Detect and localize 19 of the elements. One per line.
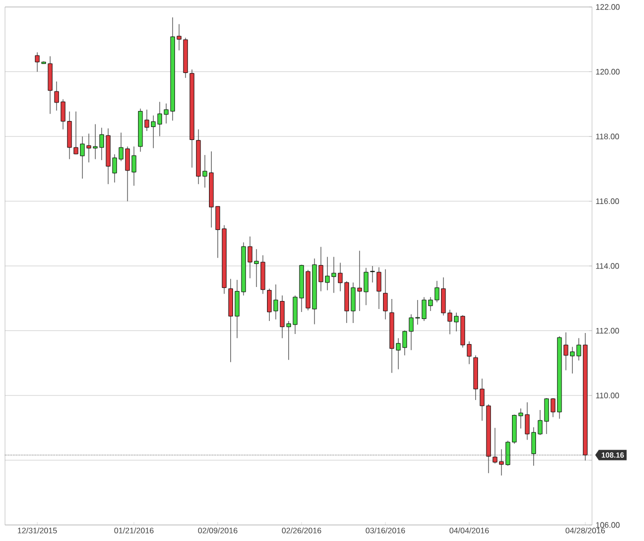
candlestick [338, 262, 343, 292]
candlestick [576, 338, 582, 361]
candlestick [215, 206, 220, 258]
candlestick [396, 338, 401, 370]
candlestick [34, 52, 40, 72]
candlestick [267, 288, 272, 322]
candlestick [454, 312, 459, 332]
candlestick [518, 408, 524, 429]
candlestick [92, 124, 98, 160]
candlestick [99, 127, 104, 160]
candlestick [273, 284, 278, 320]
candlestick [383, 268, 388, 320]
candlestick [376, 266, 382, 310]
candlestick [466, 341, 472, 364]
candlestick [157, 102, 162, 136]
candlestick [370, 266, 375, 283]
candlestick [402, 330, 408, 356]
candlestick [524, 402, 530, 440]
candlestick [150, 115, 156, 148]
